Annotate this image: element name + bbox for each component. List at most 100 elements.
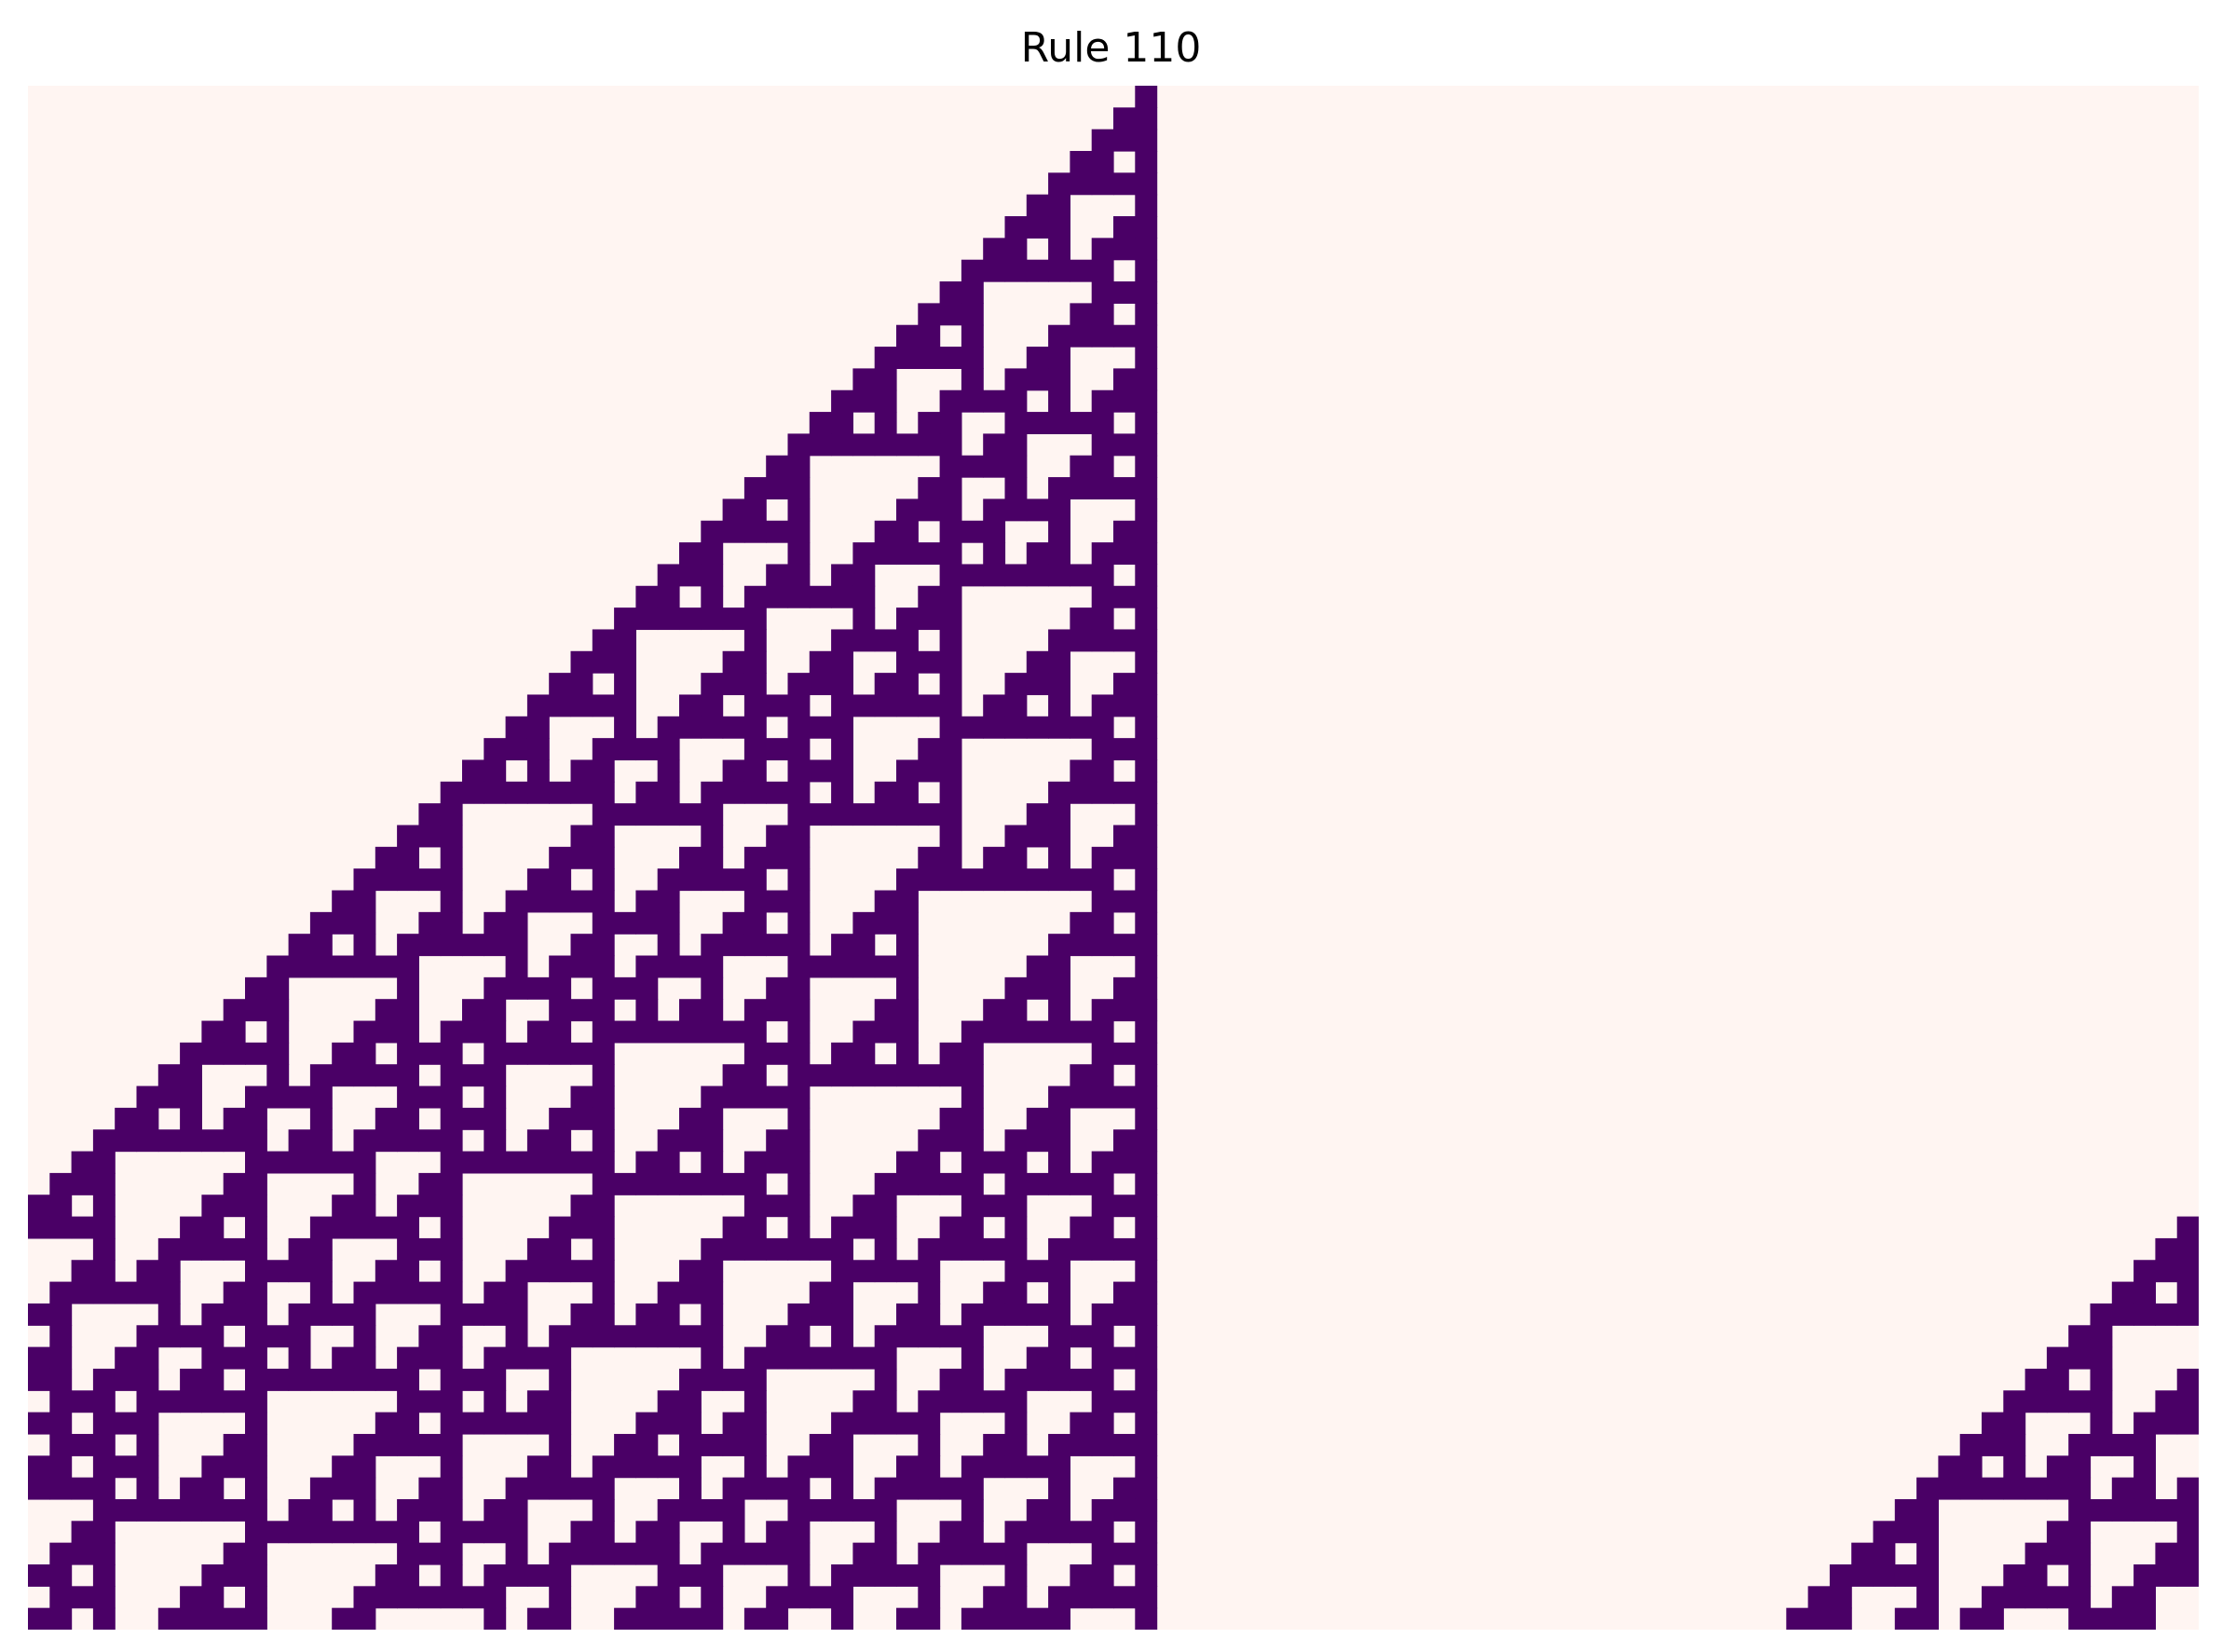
- live-cell: [375, 1368, 398, 1391]
- live-cell: [1807, 1607, 1831, 1630]
- live-cell: [635, 608, 659, 631]
- live-cell: [787, 1303, 811, 1326]
- live-cell: [918, 1563, 941, 1587]
- live-cell: [397, 846, 419, 869]
- live-cell: [1894, 1521, 1917, 1544]
- live-cell: [787, 542, 811, 566]
- live-cell: [1048, 1281, 1070, 1304]
- live-cell: [918, 542, 941, 566]
- live-cell: [353, 1281, 376, 1304]
- live-cell: [353, 1433, 376, 1456]
- live-cell: [722, 1237, 745, 1261]
- live-cell: [1048, 368, 1070, 391]
- live-cell: [1135, 1042, 1158, 1065]
- live-cell: [526, 781, 550, 804]
- live-cell: [939, 803, 962, 826]
- live-cell: [353, 1042, 376, 1065]
- live-cell: [592, 890, 615, 913]
- cellular-automaton-grid: [28, 86, 2199, 1630]
- live-cell: [505, 1042, 528, 1065]
- live-cell: [1026, 498, 1049, 522]
- live-cell: [1026, 1172, 1049, 1195]
- live-cell: [939, 1216, 962, 1239]
- live-cell: [896, 1325, 919, 1348]
- live-cell: [918, 303, 941, 326]
- live-cell: [92, 1586, 116, 1609]
- live-cell: [1113, 1085, 1136, 1109]
- live-cell: [766, 694, 789, 717]
- live-cell: [939, 629, 962, 652]
- live-cell: [874, 1260, 897, 1283]
- live-cell: [1070, 1563, 1093, 1587]
- live-cell: [1113, 1542, 1136, 1565]
- generation-row: [440, 781, 1158, 804]
- live-cell: [484, 1390, 507, 1413]
- live-cell: [635, 1607, 659, 1630]
- live-cell: [332, 1477, 355, 1500]
- live-cell: [635, 999, 659, 1022]
- live-cell: [701, 1607, 724, 1630]
- live-cell: [1113, 107, 1136, 130]
- live-cell: [983, 1455, 1006, 1479]
- live-cell: [92, 1390, 116, 1413]
- live-cell: [1135, 1020, 1158, 1044]
- live-cell: [92, 1129, 116, 1153]
- live-cell: [115, 1129, 138, 1153]
- generation-row: [809, 412, 1158, 435]
- live-cell: [245, 1477, 267, 1500]
- live-cell: [1070, 324, 1093, 348]
- live-cell: [743, 1237, 767, 1261]
- live-cell: [1113, 389, 1136, 413]
- live-cell: [418, 1042, 442, 1065]
- live-cell: [288, 1498, 311, 1522]
- live-cell: [722, 673, 745, 696]
- live-cell: [397, 1107, 419, 1130]
- live-cell: [701, 542, 724, 566]
- live-cell: [2046, 1368, 2069, 1391]
- live-cell: [787, 1586, 811, 1609]
- live-cell: [983, 259, 1006, 282]
- live-cell: [2068, 1477, 2092, 1500]
- live-cell: [1959, 1477, 1983, 1500]
- live-cell: [874, 1390, 897, 1413]
- live-cell: [961, 1368, 984, 1391]
- live-cell: [2024, 1563, 2048, 1587]
- live-cell: [787, 955, 811, 978]
- live-cell: [2003, 1477, 2026, 1500]
- live-cell: [201, 1129, 225, 1153]
- live-cell: [1004, 1216, 1028, 1239]
- live-cell: [245, 1542, 267, 1565]
- live-cell: [71, 1172, 94, 1195]
- live-cell: [918, 585, 941, 608]
- live-cell: [1113, 585, 1136, 608]
- live-cell: [852, 585, 876, 608]
- live-cell: [484, 1586, 507, 1609]
- live-cell: [1070, 1325, 1093, 1348]
- live-cell: [787, 477, 811, 500]
- live-cell: [1091, 1346, 1114, 1370]
- live-cell: [1070, 716, 1093, 739]
- live-cell: [1091, 1303, 1114, 1326]
- live-cell: [1135, 1281, 1158, 1304]
- live-cell: [484, 1563, 507, 1587]
- live-cell: [1135, 347, 1158, 369]
- live-cell: [592, 1216, 615, 1239]
- live-cell: [1113, 368, 1136, 391]
- live-cell: [701, 1325, 724, 1348]
- live-cell: [939, 846, 962, 869]
- live-cell: [223, 999, 246, 1022]
- live-cell: [918, 1172, 941, 1195]
- live-cell: [1004, 1412, 1028, 1435]
- live-cell: [549, 1542, 572, 1565]
- live-cell: [1004, 433, 1028, 457]
- live-cell: [375, 1020, 398, 1044]
- live-cell: [1135, 694, 1158, 717]
- live-cell: [1091, 846, 1114, 869]
- live-cell: [245, 1455, 267, 1479]
- live-cell: [375, 1412, 398, 1435]
- live-cell: [679, 868, 702, 892]
- live-cell: [831, 412, 853, 435]
- live-cell: [874, 1498, 897, 1522]
- live-cell: [1004, 389, 1028, 413]
- generation-row: [353, 868, 1158, 892]
